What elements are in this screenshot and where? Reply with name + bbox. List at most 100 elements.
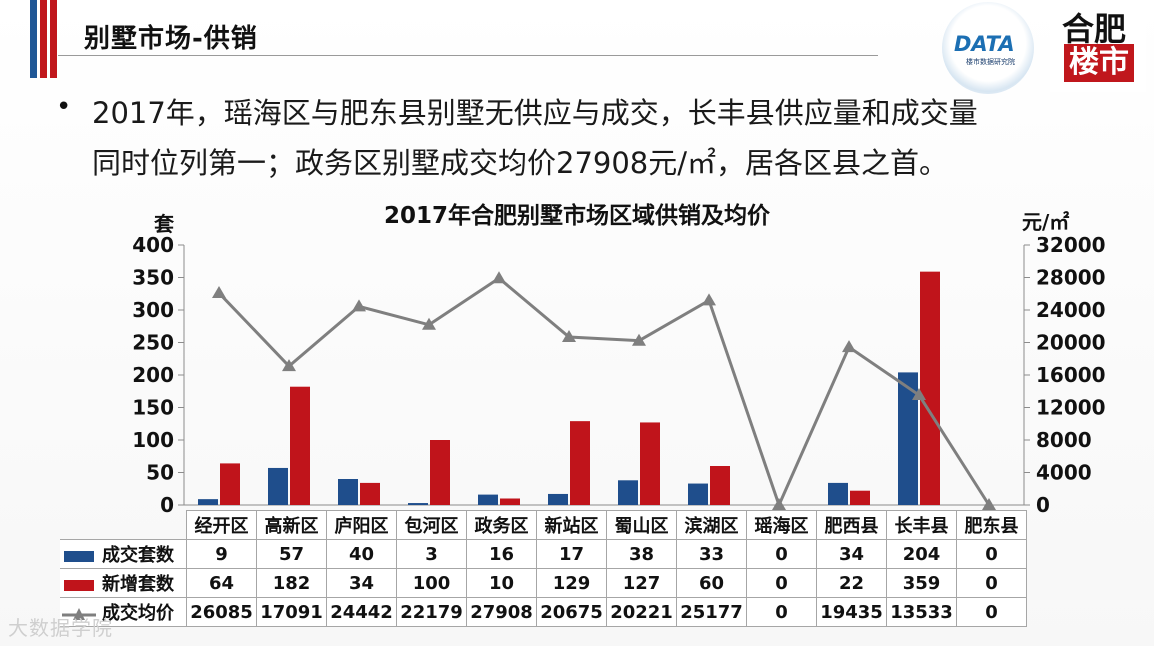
bar-deal-units [898, 372, 918, 505]
table-cell: 16 [466, 539, 537, 569]
series-legend-cell: 成交均价 [60, 597, 187, 627]
watermark: 大数据学院 [8, 616, 113, 640]
category-label: 蜀山区 [606, 510, 677, 540]
avg-price-marker [212, 286, 226, 299]
table-cell: 100 [396, 568, 467, 598]
avg-price-marker [912, 388, 926, 401]
table-cell: 0 [746, 597, 817, 627]
avg-price-marker [982, 498, 996, 510]
left-axis-tick-label: 300 [132, 298, 174, 322]
bar-new-units [640, 422, 660, 505]
kdata-logo-subtext: 楼市数据研究院 [966, 58, 1015, 66]
left-axis-unit: 套 [154, 212, 174, 236]
bar-deal-units [548, 493, 568, 505]
avg-price-marker [842, 340, 856, 353]
data-table: 经开区 高新区 庐阳区 包河区 政务区 新站区 蜀山区 滨湖区 瑶海区 肥西县 长丰县 肥东县成交套数… [60, 510, 1027, 627]
table-cell: 22 [816, 568, 887, 598]
table-cell: 0 [956, 597, 1027, 627]
decor-stripe-red-2 [50, 0, 57, 78]
table-header-row: 经开区 高新区 庐阳区 包河区 政务区 新站区 蜀山区 滨湖区 瑶海区 肥西县 长丰县 肥东县 [60, 510, 1027, 540]
table-cell: 33 [676, 539, 747, 569]
title-divider [58, 55, 878, 56]
legend-key [64, 551, 94, 562]
category-label: 滨湖区 [676, 510, 747, 540]
legend-key [62, 608, 96, 620]
bar-deal-units [408, 503, 428, 505]
table-row: 新增套数 64 182 34 100 10 129 127 60 0 22 359 0 [60, 568, 1027, 598]
table-cell: 0 [746, 539, 817, 569]
bar-new-units [710, 466, 730, 505]
table-cell: 10 [466, 568, 537, 598]
bar-new-units [220, 463, 240, 505]
bar-new-units [290, 386, 310, 505]
right-axis-tick-label: 4000 [1036, 461, 1092, 485]
series-legend-cell: 新增套数 [60, 568, 187, 598]
logo-text-line2: 楼市 [1064, 44, 1134, 82]
kdata-logo: DATA 楼市数据研究院 [942, 2, 1034, 94]
table-row: 成交均价 26085 17091 24442 22179 27908 20675 20221 2… [60, 597, 1027, 627]
bar-new-units [430, 440, 450, 505]
table-cell: 17 [536, 539, 607, 569]
category-label: 肥西县 [816, 510, 887, 540]
table-cell: 34 [816, 539, 887, 569]
table-cell: 40 [326, 539, 397, 569]
bar-new-units [500, 498, 520, 505]
bar-new-units [360, 482, 380, 505]
table-cell: 0 [956, 568, 1027, 598]
category-label: 庐阳区 [326, 510, 397, 540]
table-cell: 34 [326, 568, 397, 598]
category-label: 政务区 [466, 510, 537, 540]
bar-deal-units [268, 467, 288, 505]
avg-price-marker [422, 317, 436, 330]
bar-new-units [920, 271, 940, 505]
right-axis-tick-label: 28000 [1036, 266, 1106, 290]
bar-deal-units [618, 480, 638, 505]
category-label: 新站区 [536, 510, 607, 540]
series-label: 成交套数 [102, 545, 174, 566]
category-label: 经开区 [186, 510, 257, 540]
hefei-loushi-logo: 合肥 楼市 [1050, 0, 1146, 92]
bullet-dot: • [56, 92, 72, 122]
series-label: 新增套数 [102, 574, 174, 595]
decor-stripe-blue [30, 0, 37, 78]
bar-deal-units [688, 483, 708, 505]
left-axis-tick-label: 350 [132, 266, 174, 290]
right-axis-tick-label: 8000 [1036, 428, 1092, 452]
left-axis-tick-label: 100 [132, 428, 174, 452]
bar-deal-units [478, 494, 498, 505]
category-label: 肥东县 [956, 510, 1027, 540]
summary-line-2: 同时位列第一；政务区别墅成交均价27908元/㎡，居各区县之首。 [92, 146, 949, 180]
avg-price-marker [492, 271, 506, 284]
table-cell: 9 [186, 539, 257, 569]
table-cell: 26085 [186, 597, 257, 627]
table-cell: 204 [886, 539, 957, 569]
left-axis-tick-label: 150 [132, 396, 174, 420]
table-cell: 22179 [396, 597, 467, 627]
legend-key [64, 580, 94, 591]
right-axis-tick-label: 12000 [1036, 396, 1106, 420]
bar-deal-units [338, 479, 358, 505]
table-cell: 127 [606, 568, 677, 598]
category-label: 瑶海区 [746, 510, 817, 540]
table-cell: 3 [396, 539, 467, 569]
table-cell: 60 [676, 568, 747, 598]
table-cell: 27908 [466, 597, 537, 627]
table-cell: 359 [886, 568, 957, 598]
right-axis-tick-label: 24000 [1036, 298, 1106, 322]
decor-stripe-red [40, 0, 47, 78]
table-cell: 182 [256, 568, 327, 598]
category-label: 高新区 [256, 510, 327, 540]
category-label: 长丰县 [886, 510, 957, 540]
bar-deal-units [828, 482, 848, 505]
series-legend-cell: 成交套数 [60, 539, 187, 569]
kdata-logo-text: DATA [954, 32, 1015, 56]
right-axis-tick-label: 16000 [1036, 363, 1106, 387]
table-cell: 20675 [536, 597, 607, 627]
right-axis-tick-label: 0 [1036, 493, 1050, 517]
chart-title: 2017年合肥别墅市场区域供销及均价 [383, 203, 770, 229]
table-row: 成交套数 9 57 40 3 16 17 38 33 0 34 204 0 [60, 539, 1027, 569]
table-corner [60, 511, 187, 540]
table-cell: 57 [256, 539, 327, 569]
page-title: 别墅市场-供销 [84, 24, 258, 54]
summary-line-1: 2017年，瑶海区与肥东县别墅无供应与成交，长丰县供应量和成交量 [92, 96, 978, 130]
